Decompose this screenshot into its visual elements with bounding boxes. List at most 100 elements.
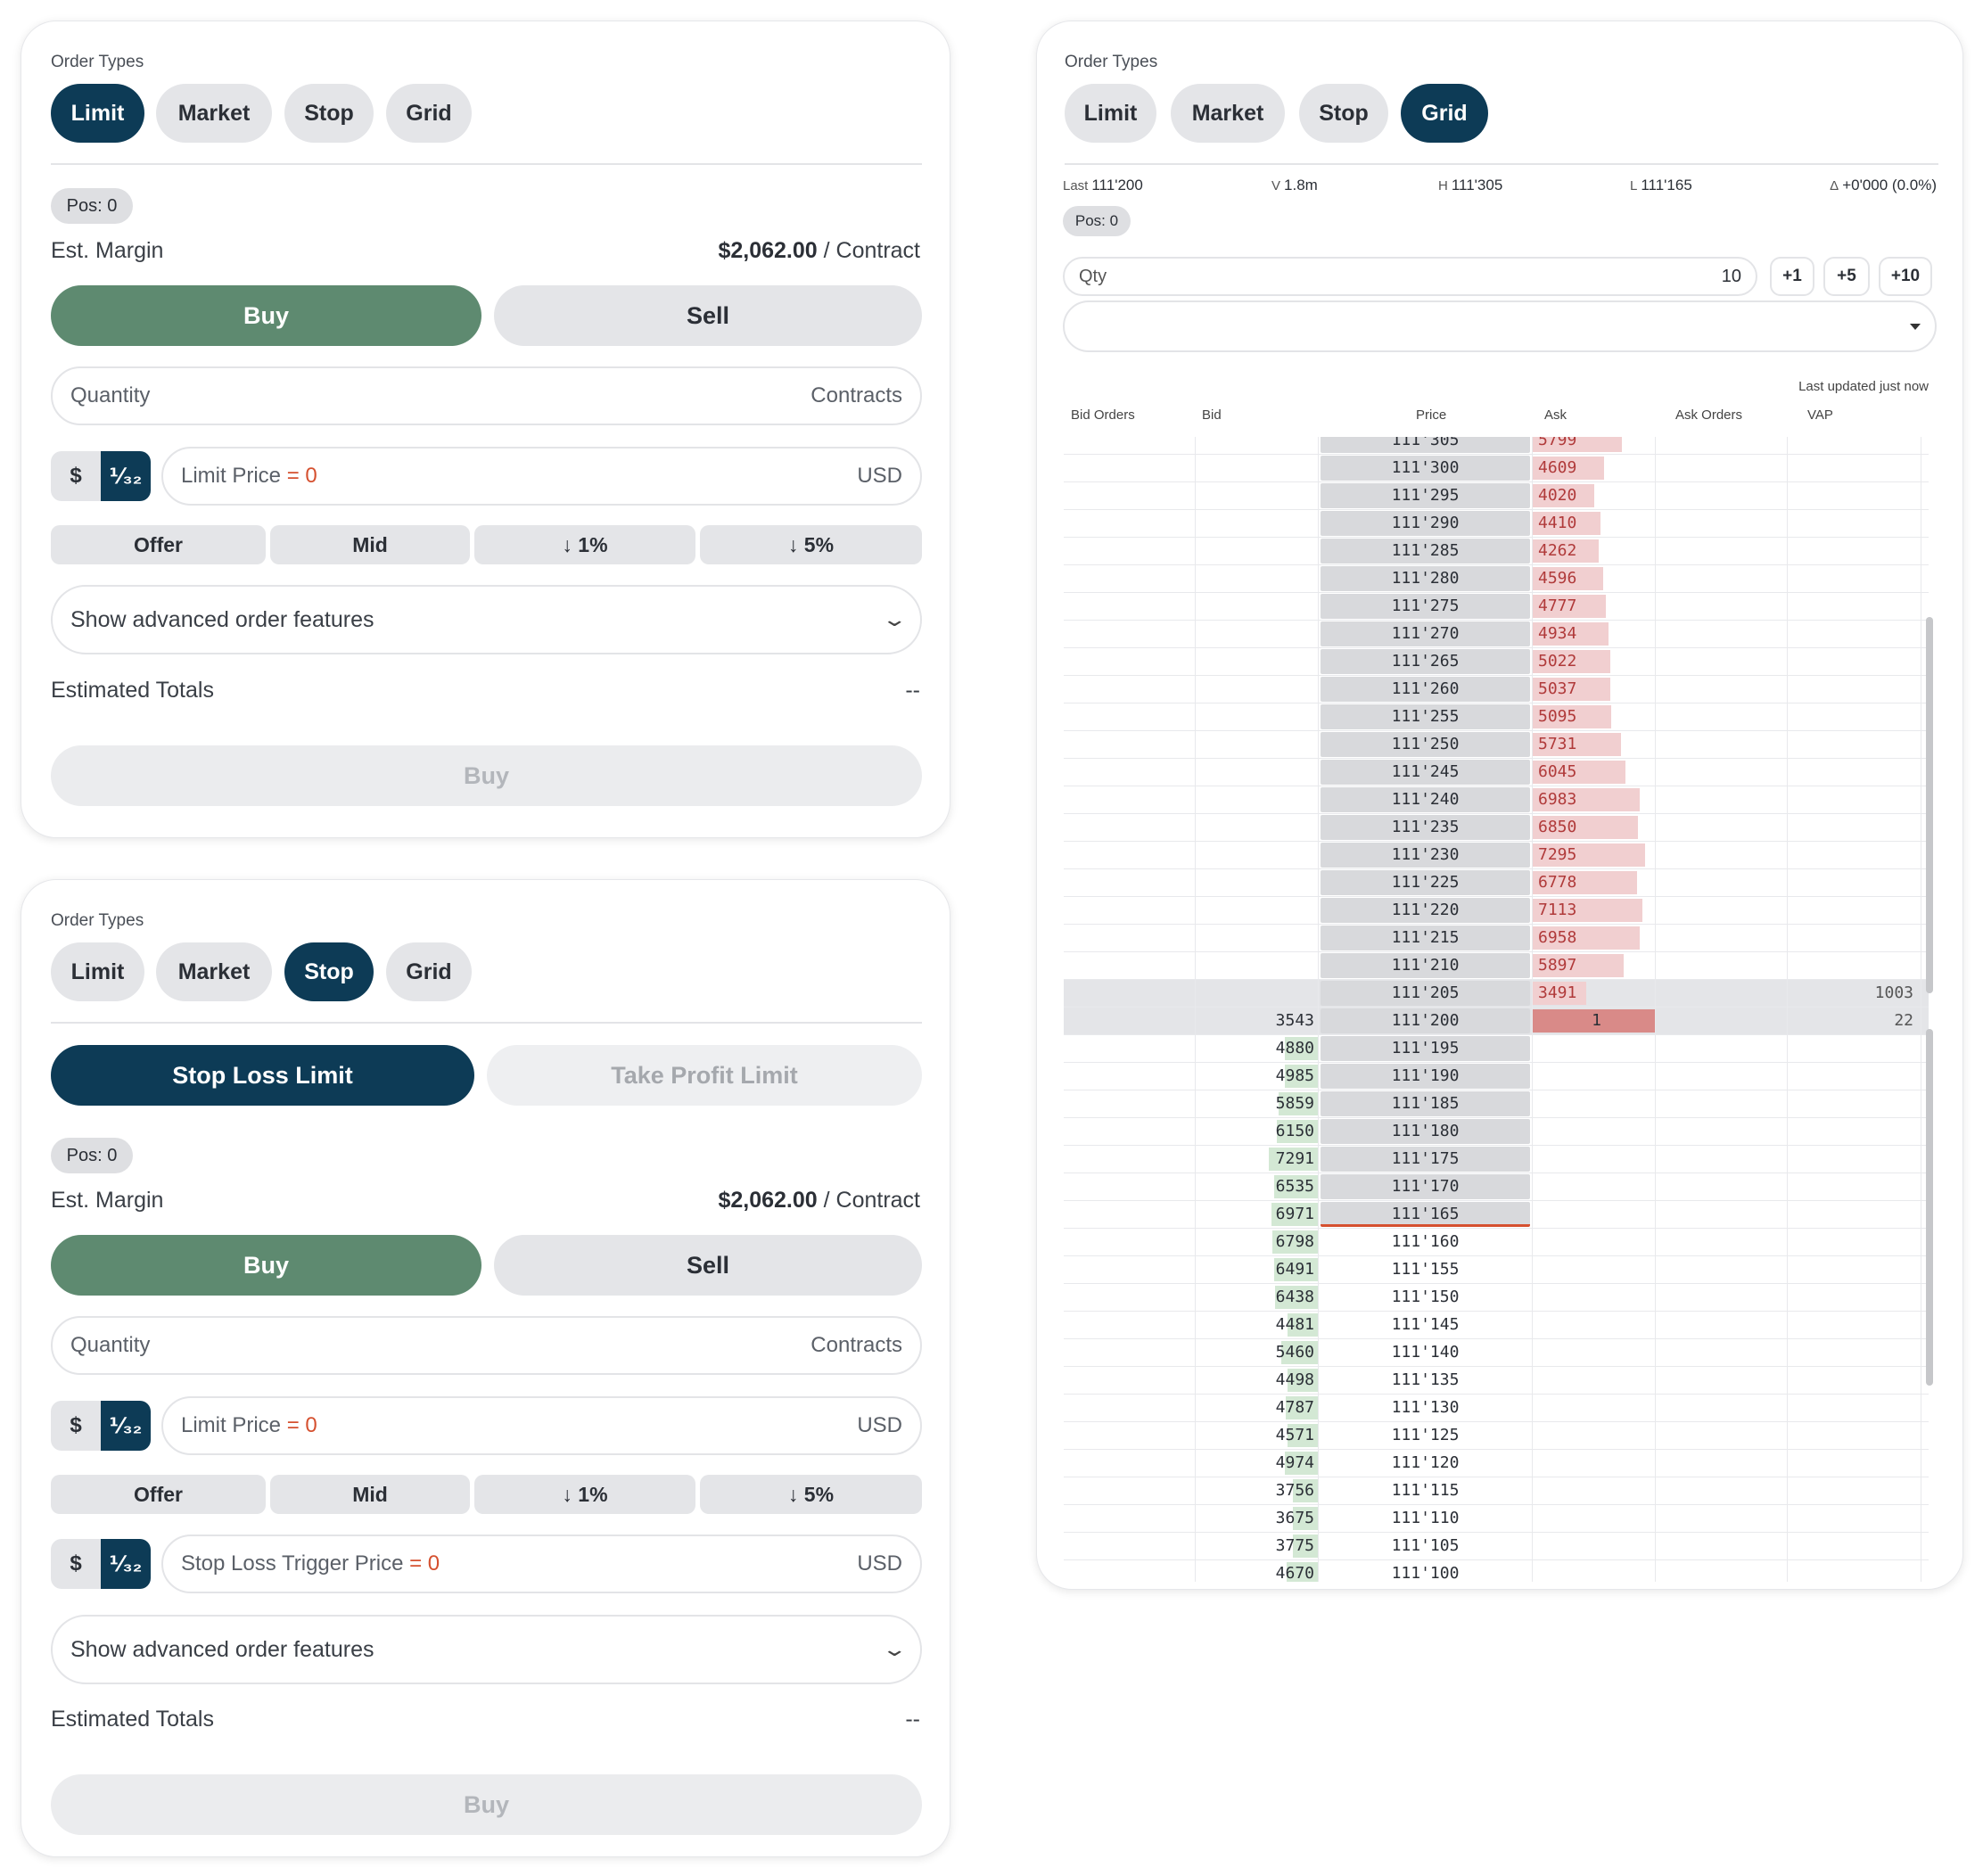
bid-orders-cell[interactable] (1064, 786, 1196, 813)
ladder-row[interactable]: 111'225 6778 (1064, 869, 1929, 897)
ask-cell[interactable]: 4020 (1533, 482, 1656, 509)
bid-cell[interactable]: 7291 (1196, 1146, 1319, 1172)
vap-cell[interactable] (1788, 1284, 1921, 1311)
ladder-row[interactable]: 3543 111'200 1 22 (1064, 1008, 1929, 1035)
ask-cell[interactable]: 6045 (1533, 759, 1656, 786)
tab-grid[interactable]: Grid (386, 942, 472, 1001)
ask-cell[interactable]: 5731 (1533, 731, 1656, 758)
buy-button[interactable]: Buy (51, 285, 481, 346)
vap-cell[interactable] (1788, 455, 1921, 481)
ladder-row[interactable]: 111'300 4609 (1064, 455, 1929, 482)
bid-orders-cell[interactable] (1064, 538, 1196, 564)
ask-orders-cell[interactable] (1656, 482, 1788, 509)
ask-cell[interactable]: 6983 (1533, 786, 1656, 813)
bid-orders-cell[interactable] (1064, 1201, 1196, 1228)
bid-cell[interactable]: 3775 (1196, 1533, 1319, 1559)
ask-cell[interactable]: 6958 (1533, 925, 1656, 951)
bid-cell[interactable]: 5460 (1196, 1339, 1319, 1366)
vap-cell[interactable] (1788, 814, 1921, 841)
advanced-features-toggle[interactable]: Show advanced order features ⌄ (51, 1615, 922, 1684)
quantity-input[interactable]: Quantity Contracts (51, 1316, 922, 1375)
bid-orders-cell[interactable] (1064, 1035, 1196, 1062)
ask-cell[interactable] (1533, 1505, 1656, 1532)
buy-button[interactable]: Buy (51, 1235, 481, 1296)
ladder-row[interactable]: 4880 111'195 (1064, 1035, 1929, 1063)
ladder-row[interactable]: 5460 111'140 (1064, 1339, 1929, 1367)
ladder-scrollbar-lower[interactable] (1926, 1029, 1933, 1386)
quantity-input[interactable]: Quantity Contracts (51, 366, 922, 425)
bid-orders-cell[interactable] (1064, 1450, 1196, 1477)
offer-button[interactable]: Offer (51, 1475, 266, 1514)
fraction-unit-button[interactable]: ⅟₃₂ (101, 1401, 151, 1451)
ladder-row[interactable]: 5859 111'185 (1064, 1090, 1929, 1118)
ask-cell[interactable]: 6850 (1533, 814, 1656, 841)
ladder-row[interactable]: 4670 111'100 (1064, 1560, 1929, 1582)
ask-orders-cell[interactable] (1656, 1533, 1788, 1559)
ladder-row[interactable]: 111'255 5095 (1064, 704, 1929, 731)
bid-orders-cell[interactable] (1064, 1339, 1196, 1366)
ask-cell[interactable]: 5095 (1533, 704, 1656, 730)
tab-limit[interactable]: Limit (51, 942, 144, 1001)
ask-cell[interactable] (1533, 1450, 1656, 1477)
dollar-unit-button[interactable]: $ (51, 451, 101, 501)
ask-orders-cell[interactable] (1656, 437, 1788, 454)
bid-cell[interactable]: 4498 (1196, 1367, 1319, 1394)
ask-orders-cell[interactable] (1656, 1090, 1788, 1117)
bid-orders-cell[interactable] (1064, 1008, 1196, 1034)
bid-cell[interactable] (1196, 538, 1319, 564)
ask-cell[interactable]: 4777 (1533, 593, 1656, 620)
bid-cell[interactable]: 4481 (1196, 1312, 1319, 1338)
mid-button[interactable]: Mid (270, 1475, 470, 1514)
vap-cell[interactable] (1788, 704, 1921, 730)
down-5pct-button[interactable]: ↓ 5% (700, 1475, 922, 1514)
ask-cell[interactable] (1533, 1118, 1656, 1145)
ask-cell[interactable]: 6778 (1533, 869, 1656, 896)
bid-cell[interactable]: 6150 (1196, 1118, 1319, 1145)
bid-cell[interactable] (1196, 437, 1319, 454)
qty-input[interactable]: Qty 10 (1063, 257, 1757, 296)
vap-cell[interactable] (1788, 1450, 1921, 1477)
ask-orders-cell[interactable] (1656, 1339, 1788, 1366)
vap-cell[interactable] (1788, 593, 1921, 620)
vap-cell[interactable] (1788, 869, 1921, 896)
ask-orders-cell[interactable] (1656, 510, 1788, 537)
ask-cell[interactable]: 4596 (1533, 565, 1656, 592)
ask-cell[interactable] (1533, 1173, 1656, 1200)
bid-orders-cell[interactable] (1064, 1505, 1196, 1532)
increment-5-button[interactable]: +5 (1823, 257, 1870, 296)
bid-orders-cell[interactable] (1064, 704, 1196, 730)
tab-grid[interactable]: Grid (1401, 84, 1488, 143)
bid-orders-cell[interactable] (1064, 759, 1196, 786)
account-select[interactable] (1063, 300, 1937, 352)
ladder-row[interactable]: 6798 111'160 (1064, 1229, 1929, 1256)
bid-cell[interactable] (1196, 704, 1319, 730)
down-1pct-button[interactable]: ↓ 1% (474, 1475, 695, 1514)
bid-cell[interactable]: 4670 (1196, 1560, 1319, 1582)
ladder-row[interactable]: 3756 111'115 (1064, 1477, 1929, 1505)
ask-orders-cell[interactable] (1656, 621, 1788, 647)
vap-cell[interactable] (1788, 1367, 1921, 1394)
ask-cell[interactable] (1533, 1146, 1656, 1172)
trigger-unit-toggle[interactable]: $ ⅟₃₂ (51, 1539, 151, 1589)
ask-orders-cell[interactable] (1656, 1008, 1788, 1034)
bid-cell[interactable]: 6971 (1196, 1201, 1319, 1228)
bid-orders-cell[interactable] (1064, 1173, 1196, 1200)
ask-orders-cell[interactable] (1656, 1118, 1788, 1145)
vap-cell[interactable] (1788, 1146, 1921, 1172)
bid-cell[interactable] (1196, 593, 1319, 620)
ask-orders-cell[interactable] (1656, 1367, 1788, 1394)
bid-orders-cell[interactable] (1064, 952, 1196, 979)
tab-limit[interactable]: Limit (51, 84, 144, 143)
bid-cell[interactable]: 4985 (1196, 1063, 1319, 1090)
ask-orders-cell[interactable] (1656, 704, 1788, 730)
vap-cell[interactable] (1788, 897, 1921, 924)
bid-orders-cell[interactable] (1064, 565, 1196, 592)
ask-orders-cell[interactable] (1656, 1146, 1788, 1172)
bid-orders-cell[interactable] (1064, 1090, 1196, 1117)
bid-cell[interactable]: 3543 (1196, 1008, 1319, 1034)
bid-cell[interactable] (1196, 759, 1319, 786)
ask-orders-cell[interactable] (1656, 1201, 1788, 1228)
vap-cell[interactable] (1788, 1339, 1921, 1366)
bid-cell[interactable]: 4571 (1196, 1422, 1319, 1449)
dollar-unit-button[interactable]: $ (51, 1539, 101, 1589)
